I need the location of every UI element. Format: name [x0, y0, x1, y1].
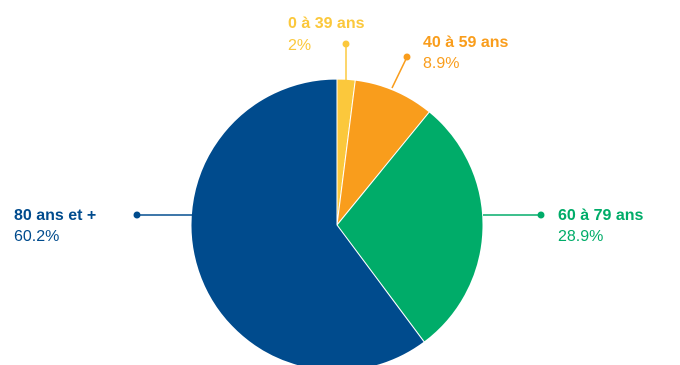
slice-value-1: 8.9% [423, 55, 459, 72]
slice-value-3: 60.2% [14, 228, 59, 245]
slice-value-0: 2% [288, 37, 311, 54]
leader-lines [133, 40, 545, 219]
leader-dot-3 [133, 211, 141, 219]
pie-slices [190, 78, 484, 365]
leader-line-1 [391, 56, 408, 89]
slice-labels: 0 à 39 ans 2% 40 à 59 ans 8.9% 60 à 79 ans 28… [14, 15, 644, 245]
slice-label-1: 40 à 59 ans [423, 34, 509, 51]
pie-slice-1 [336, 79, 431, 227]
pie-slice-3 [190, 78, 425, 365]
leader-dot-0 [342, 40, 350, 48]
slice-label-2: 60 à 79 ans [558, 207, 644, 224]
leader-dot-1 [403, 53, 411, 61]
slice-label-0: 0 à 39 ans [288, 15, 365, 32]
pie-slice-2 [336, 111, 484, 343]
leader-dot-2 [537, 211, 545, 219]
slice-label-3: 80 ans et + [14, 207, 96, 224]
slice-value-2: 28.9% [558, 228, 603, 245]
